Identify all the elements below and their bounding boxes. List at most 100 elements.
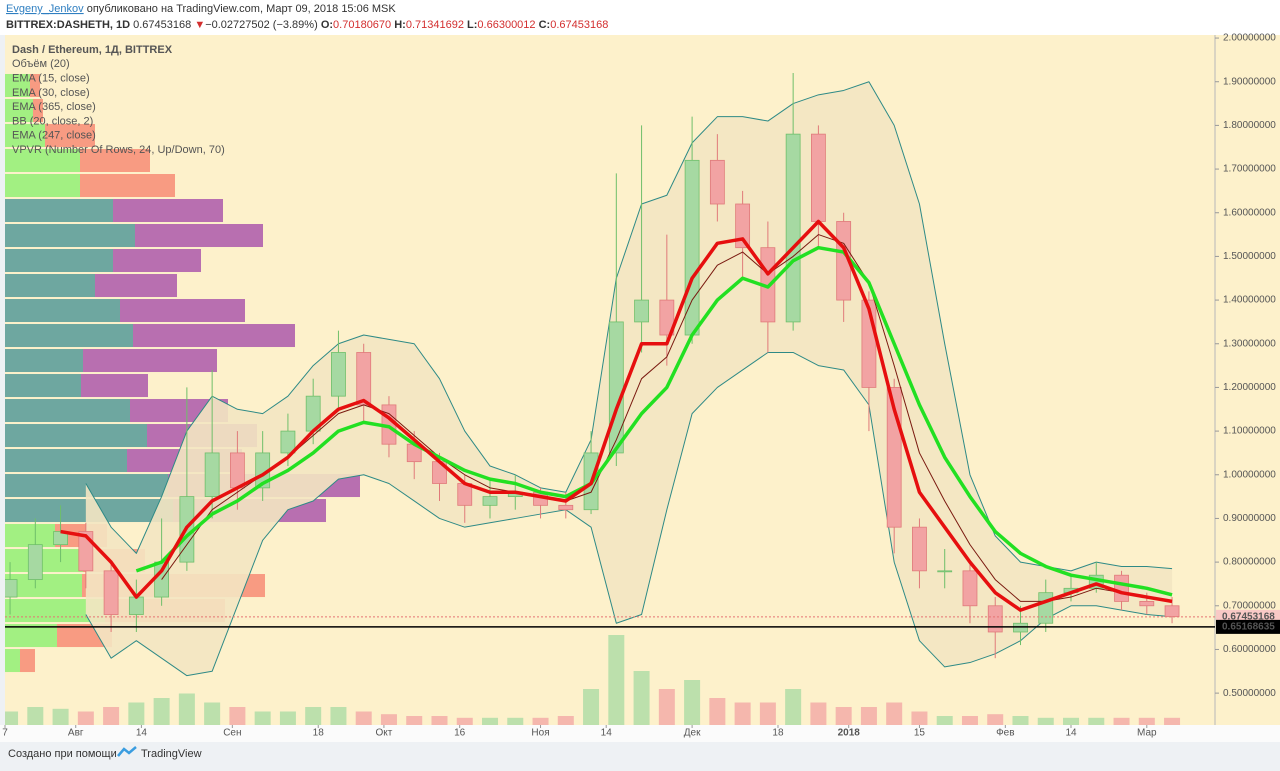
author-link[interactable]: Evgeny_Jenkov [6, 3, 84, 15]
volume-bar [987, 714, 1004, 725]
candle-body [735, 203, 751, 249]
volume-bar [532, 717, 549, 725]
vpvr-down [45, 123, 95, 147]
volume-bar [608, 635, 625, 725]
vpvr-down [81, 374, 148, 398]
y-tick-label: 0.70000000 [1223, 600, 1276, 611]
volume-bar [911, 711, 928, 725]
candle-body [937, 570, 953, 573]
arrow: ▼ [194, 19, 205, 31]
vpvr-up [5, 424, 147, 448]
x-tick-label: 7 [2, 728, 8, 739]
indicator-line [135, 245, 1173, 597]
vpvr-up [5, 249, 113, 273]
symbol: BITTREX:DASHETH, 1D [6, 19, 130, 31]
vpvr-up [5, 148, 80, 172]
candle-body [128, 596, 144, 615]
vpvr-down [33, 98, 43, 122]
overlay: Dash / Ethereum, 1Д, BITTREX Объём (20) EM… [2, 33, 1280, 739]
last: 0.67453168 [133, 19, 191, 31]
change: −0.02727502 (−3.89%) [205, 19, 318, 31]
last-price-label: 0.67453168 [1222, 612, 1275, 623]
candle-body [962, 570, 978, 607]
volume-bar [178, 693, 195, 725]
vpvr-up [5, 399, 130, 423]
volume-bar [204, 702, 221, 725]
vpvr-down [20, 649, 35, 673]
candle-body [1114, 574, 1129, 602]
ohlc-label: O: [321, 19, 333, 31]
indicator-line [60, 219, 1173, 612]
volume-bar [128, 702, 145, 725]
legend-entry: Объём (20) [12, 58, 70, 70]
volume-bar [27, 707, 44, 725]
footer-bar [0, 742, 1280, 771]
volume-bar [1164, 717, 1181, 725]
volume-bar [229, 707, 246, 725]
vpvr-up [5, 624, 57, 648]
vpvr-up [5, 274, 95, 298]
volume-bar [1138, 717, 1155, 725]
volume-bar [709, 698, 726, 725]
y-tick-label: 1.30000000 [1223, 338, 1276, 349]
candle-body [482, 496, 498, 506]
vpvr-up [5, 349, 83, 373]
plot [5, 72, 1215, 725]
legend-entry: VPVR (Number Of Rows, 24, Up/Down, 70) [12, 144, 225, 156]
vpvr-up [5, 324, 133, 348]
header-bar [0, 0, 1280, 35]
vpvr-up [5, 224, 135, 248]
level-box [1216, 619, 1280, 634]
y-tick-label: 0.60000000 [1223, 644, 1276, 655]
legend-entry: EMA (15, close) [12, 73, 90, 85]
vpvr-down [80, 174, 175, 198]
vpvr-up [5, 524, 55, 548]
y-tick-label: 1.10000000 [1223, 426, 1276, 437]
volume-bar [456, 717, 473, 725]
x-tick-label: 14 [601, 728, 613, 739]
candle-body [204, 452, 220, 498]
volume-bar [936, 716, 953, 725]
y-tick-label: 1.60000000 [1223, 207, 1276, 218]
x-tick-label: 15 [914, 728, 926, 739]
x-tick-label: Мар [1137, 728, 1157, 739]
volume-bar [254, 711, 271, 725]
header-line-1: Evgeny_Jenkov опубликовано на TradingVie… [6, 3, 396, 15]
volume-bar [734, 702, 751, 725]
ohlc-value: 0.66300012 [477, 19, 535, 31]
x-tick-label: Дек [684, 728, 701, 739]
vpvr-down [135, 224, 263, 248]
footer-brand[interactable]: TradingView [141, 748, 202, 760]
volume-bar [557, 716, 574, 725]
y-tick-label: 1.50000000 [1223, 251, 1276, 262]
vpvr-down [120, 299, 245, 323]
candle-body [5, 579, 18, 598]
time-axis [0, 725, 1280, 742]
legend-entry: EMA (247, close) [12, 130, 96, 142]
published: опубликовано на TradingView.com, Март 09… [87, 3, 397, 15]
x-tick-label: 2018 [838, 728, 861, 739]
vpvr-down [95, 274, 177, 298]
vpvr-up [5, 199, 113, 223]
candle-body [1139, 601, 1155, 607]
level-label: 0.65168635 [1222, 622, 1275, 633]
x-tick-label: Окт [375, 728, 392, 739]
vpvr-down [30, 73, 40, 97]
volume-bar [1063, 717, 1080, 725]
vpvr-down [133, 324, 295, 348]
y-tick-label: 0.90000000 [1223, 513, 1276, 524]
volume-bar [103, 707, 120, 725]
candle-body [912, 526, 927, 572]
volume-bar [330, 707, 347, 725]
candle-body [280, 430, 296, 454]
y-tick-label: 1.70000000 [1223, 164, 1276, 175]
volume-bar [153, 698, 170, 725]
volume-bar [1113, 717, 1130, 725]
header-line-2: BITTREX:DASHETH, 1D 0.67453168 ▼−0.02727… [6, 19, 608, 31]
y-tick-label: 1.90000000 [1223, 76, 1276, 87]
volume-bar [583, 689, 600, 725]
vpvr-up [5, 649, 20, 673]
candle-body [785, 133, 801, 323]
legend-entry: EMA (365, close) [12, 101, 96, 113]
